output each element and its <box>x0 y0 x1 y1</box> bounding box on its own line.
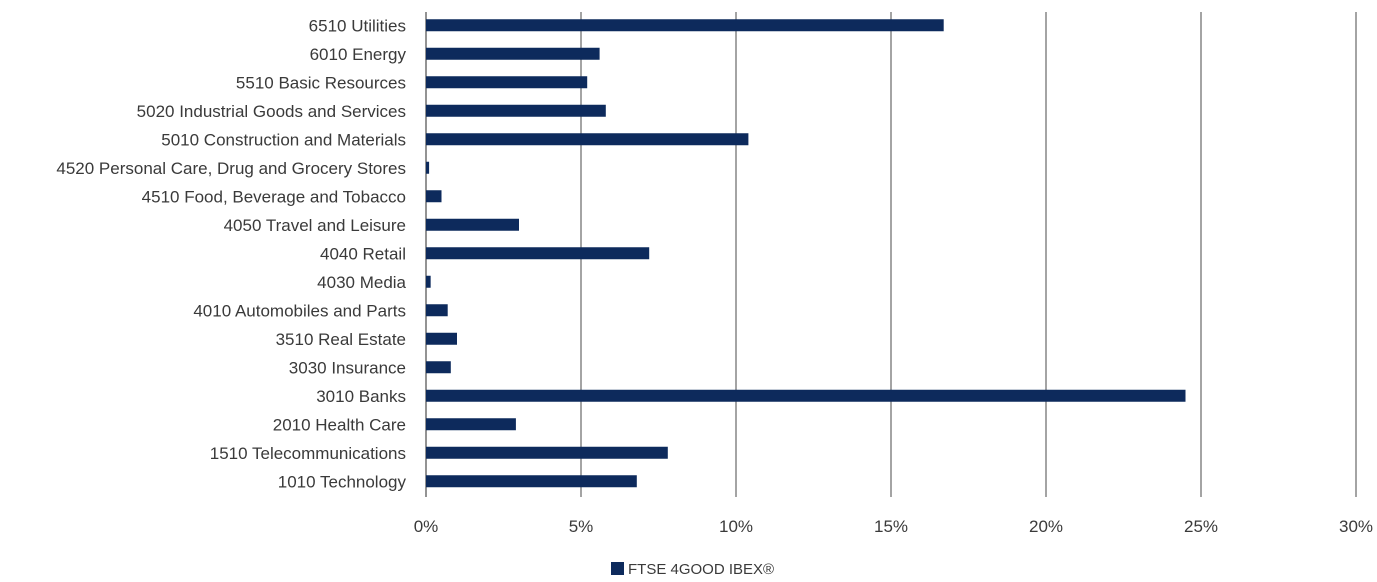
x-tick-label: 10% <box>719 517 753 536</box>
category-label: 5010 Construction and Materials <box>161 130 406 149</box>
bar <box>426 19 944 31</box>
legend-label: FTSE 4GOOD IBEX® <box>628 561 774 578</box>
bar <box>426 390 1186 402</box>
category-label: 4010 Automobiles and Parts <box>193 301 406 320</box>
category-label: 3010 Banks <box>316 387 406 406</box>
bar <box>426 76 587 88</box>
legend-swatch <box>611 562 624 575</box>
bar <box>426 418 516 430</box>
category-label: 3510 Real Estate <box>276 330 406 349</box>
category-label: 4030 Media <box>317 273 406 292</box>
bar <box>426 276 431 288</box>
category-label: 4510 Food, Beverage and Tobacco <box>142 187 406 206</box>
category-label: 1510 Telecommunications <box>210 444 406 463</box>
bar <box>426 361 451 373</box>
bar <box>426 105 606 117</box>
bar <box>426 133 748 145</box>
category-label: 5020 Industrial Goods and Services <box>137 102 406 121</box>
bar <box>426 304 448 316</box>
x-tick-label: 30% <box>1339 517 1373 536</box>
x-tick-label: 20% <box>1029 517 1063 536</box>
legend: FTSE 4GOOD IBEX® <box>611 561 774 578</box>
bar <box>426 162 429 174</box>
bar <box>426 219 519 231</box>
category-label: 6510 Utilities <box>309 16 406 35</box>
x-tick-label: 15% <box>874 517 908 536</box>
category-labels: 6510 Utilities 6010 Energy 5510 Basic Reso… <box>56 16 406 491</box>
bars <box>426 19 1186 487</box>
category-label: 6010 Energy <box>310 45 407 64</box>
category-label: 3030 Insurance <box>289 358 406 377</box>
category-label: 4050 Travel and Leisure <box>224 216 406 235</box>
category-label: 4520 Personal Care, Drug and Grocery Sto… <box>56 159 406 178</box>
bar <box>426 475 637 487</box>
bar <box>426 333 457 345</box>
bar <box>426 48 600 60</box>
x-tick-label: 25% <box>1184 517 1218 536</box>
category-label: 5510 Basic Resources <box>236 73 406 92</box>
x-tick-label: 0% <box>414 517 439 536</box>
x-tick-label: 5% <box>569 517 594 536</box>
bar <box>426 190 442 202</box>
x-tick-labels: 0% 5% 10% 15% 20% 25% 30% <box>414 517 1373 536</box>
category-label: 2010 Health Care <box>273 415 406 434</box>
category-label: 1010 Technology <box>278 472 407 491</box>
bar <box>426 447 668 459</box>
bar <box>426 247 649 259</box>
category-label: 4040 Retail <box>320 244 406 263</box>
